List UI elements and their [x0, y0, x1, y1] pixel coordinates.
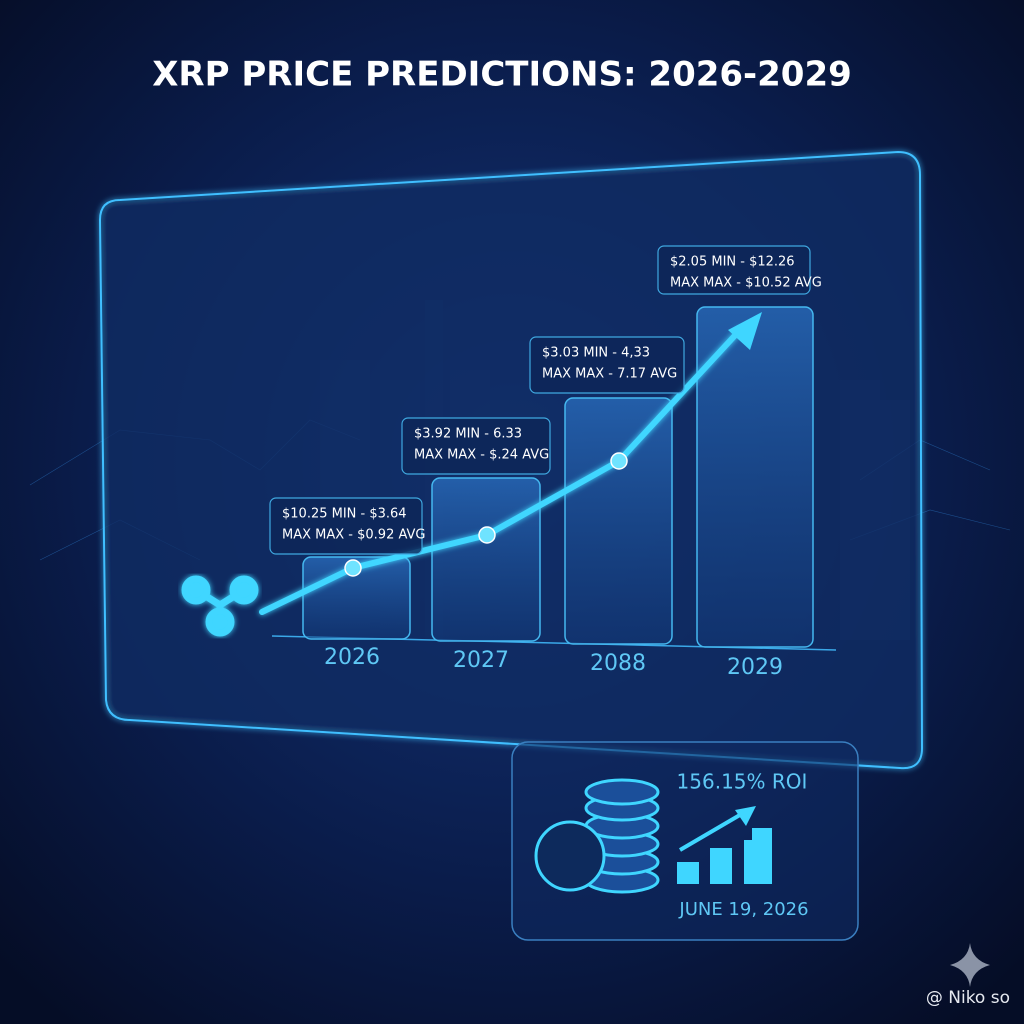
bars	[302, 306, 814, 648]
bar	[696, 306, 814, 648]
coin-stack	[534, 778, 660, 894]
year-label: 2088	[590, 651, 646, 676]
callout-line: $3.92 MIN - 6.33	[414, 427, 522, 442]
callout-line: $2.05 MIN - $12.26	[670, 255, 795, 270]
callout-line: MAX MAX - 7.17 AVG	[542, 367, 677, 382]
callout-box	[269, 497, 423, 555]
trend-points	[344, 452, 628, 577]
year-label: 2027	[453, 648, 509, 673]
roi-bars	[677, 806, 772, 884]
years: 2026 2027 2088 2029	[324, 645, 783, 680]
callouts: $10.25 MIN - $3.64 MAX MAX - $0.92 AVG $3.…	[269, 245, 822, 555]
year-label: 2026	[324, 645, 380, 670]
bar	[564, 397, 673, 645]
roi-value: 156.15% ROI	[677, 770, 808, 794]
sparkle	[950, 943, 990, 987]
title: XRP PRICE PREDICTIONS: 2026-2029	[152, 55, 852, 95]
trend-arrow	[728, 312, 762, 350]
callout-line: MAX MAX - $10.52 AVG	[670, 276, 822, 291]
year-label: 2029	[727, 655, 783, 680]
callout-line: MAX MAX - $0.92 AVG	[282, 528, 426, 543]
watermark: @ Niko so	[926, 988, 1010, 1008]
bar	[431, 477, 541, 642]
callout-line: $10.25 MIN - $3.64	[282, 507, 407, 522]
callout-box	[529, 336, 685, 394]
roi-date: JUNE 19, 2026	[678, 899, 808, 920]
xrp-logo	[181, 575, 259, 637]
callout-line: MAX MAX - $.24 AVG	[414, 448, 549, 463]
callout-line: $3.03 MIN - 4,33	[542, 346, 650, 361]
callout-box	[401, 417, 551, 475]
callout-box	[657, 245, 811, 295]
